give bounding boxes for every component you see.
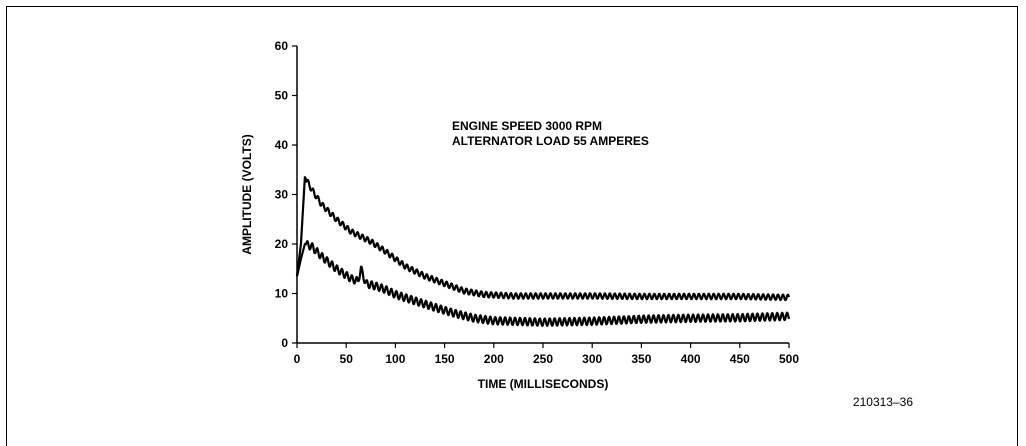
y-tick-label: 40 [275, 138, 289, 152]
x-tick-label: 450 [730, 352, 750, 366]
annotation-alternator-load: ALTERNATOR LOAD 55 AMPERES [452, 134, 649, 148]
x-tick-label: 400 [681, 352, 701, 366]
x-tick-label: 50 [340, 352, 354, 366]
amplitude-time-chart: 0 10 20 30 40 50 60 0 50 100 150 200 250 300 350 400 450… [240, 39, 913, 409]
y-axis-label: AMPLITUDE (VOLTS) [240, 134, 254, 254]
ticks: 0 10 20 30 40 50 60 0 50 100 150 200 250 300 350 400 450… [275, 39, 800, 366]
y-tick-label: 0 [281, 336, 288, 350]
x-tick-label: 500 [779, 352, 799, 366]
x-tick-label: 0 [294, 352, 301, 366]
x-tick-label: 150 [435, 352, 455, 366]
y-tick-label: 30 [275, 188, 289, 202]
annotation-engine-speed: ENGINE SPEED 3000 RPM [452, 119, 602, 133]
series-lines [295, 176, 791, 327]
figure-frame [6, 6, 1018, 446]
x-tick-label: 200 [484, 352, 504, 366]
x-tick-label: 100 [385, 352, 405, 366]
x-tick-label: 300 [582, 352, 602, 366]
x-tick-label: 250 [533, 352, 553, 366]
series-line-2 [295, 240, 791, 327]
figure-id: 210313–36 [853, 395, 913, 409]
x-axis-label: TIME (MILLISECONDS) [478, 377, 609, 391]
y-tick-label: 50 [275, 89, 289, 103]
y-tick-label: 60 [275, 39, 289, 53]
y-tick-label: 10 [275, 287, 289, 301]
series-line-1 [295, 176, 791, 302]
x-tick-label: 350 [631, 352, 651, 366]
y-tick-label: 20 [275, 237, 289, 251]
